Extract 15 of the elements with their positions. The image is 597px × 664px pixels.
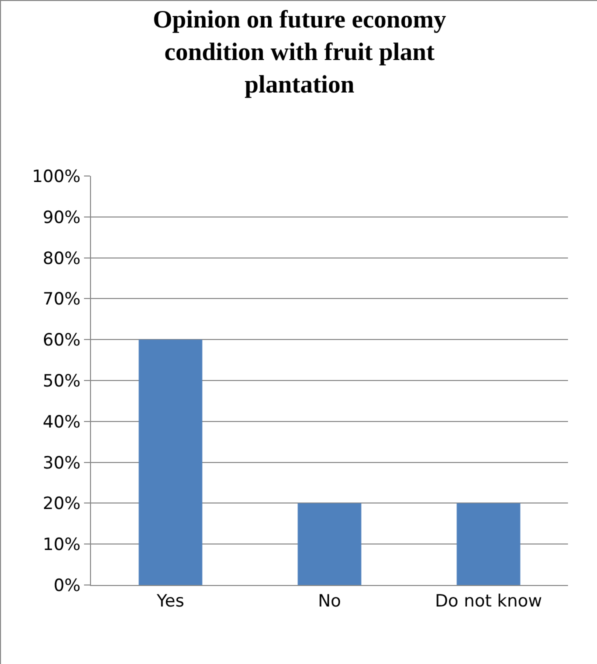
y-tick-label: 80%	[42, 248, 81, 269]
y-tick-label: 40%	[42, 412, 81, 432]
x-tick-label: No	[318, 591, 342, 612]
y-tick-label: 100%	[32, 166, 81, 187]
y-tick-label: 90%	[42, 208, 81, 228]
y-tick-label: 60%	[42, 330, 81, 351]
y-tick-label: 10%	[42, 535, 81, 556]
x-tick-label: Yes	[156, 591, 184, 612]
y-tick-label: 50%	[42, 371, 81, 392]
y-tick-label: 30%	[42, 453, 81, 474]
y-tick-label: 0%	[54, 576, 81, 596]
x-tick-label: Do not know	[434, 591, 542, 612]
y-tick-label: 70%	[42, 290, 81, 310]
chart-title: Opinion on future economy condition with fruit plant plantation	[152, 6, 447, 99]
y-tick-label: 20%	[42, 494, 81, 514]
